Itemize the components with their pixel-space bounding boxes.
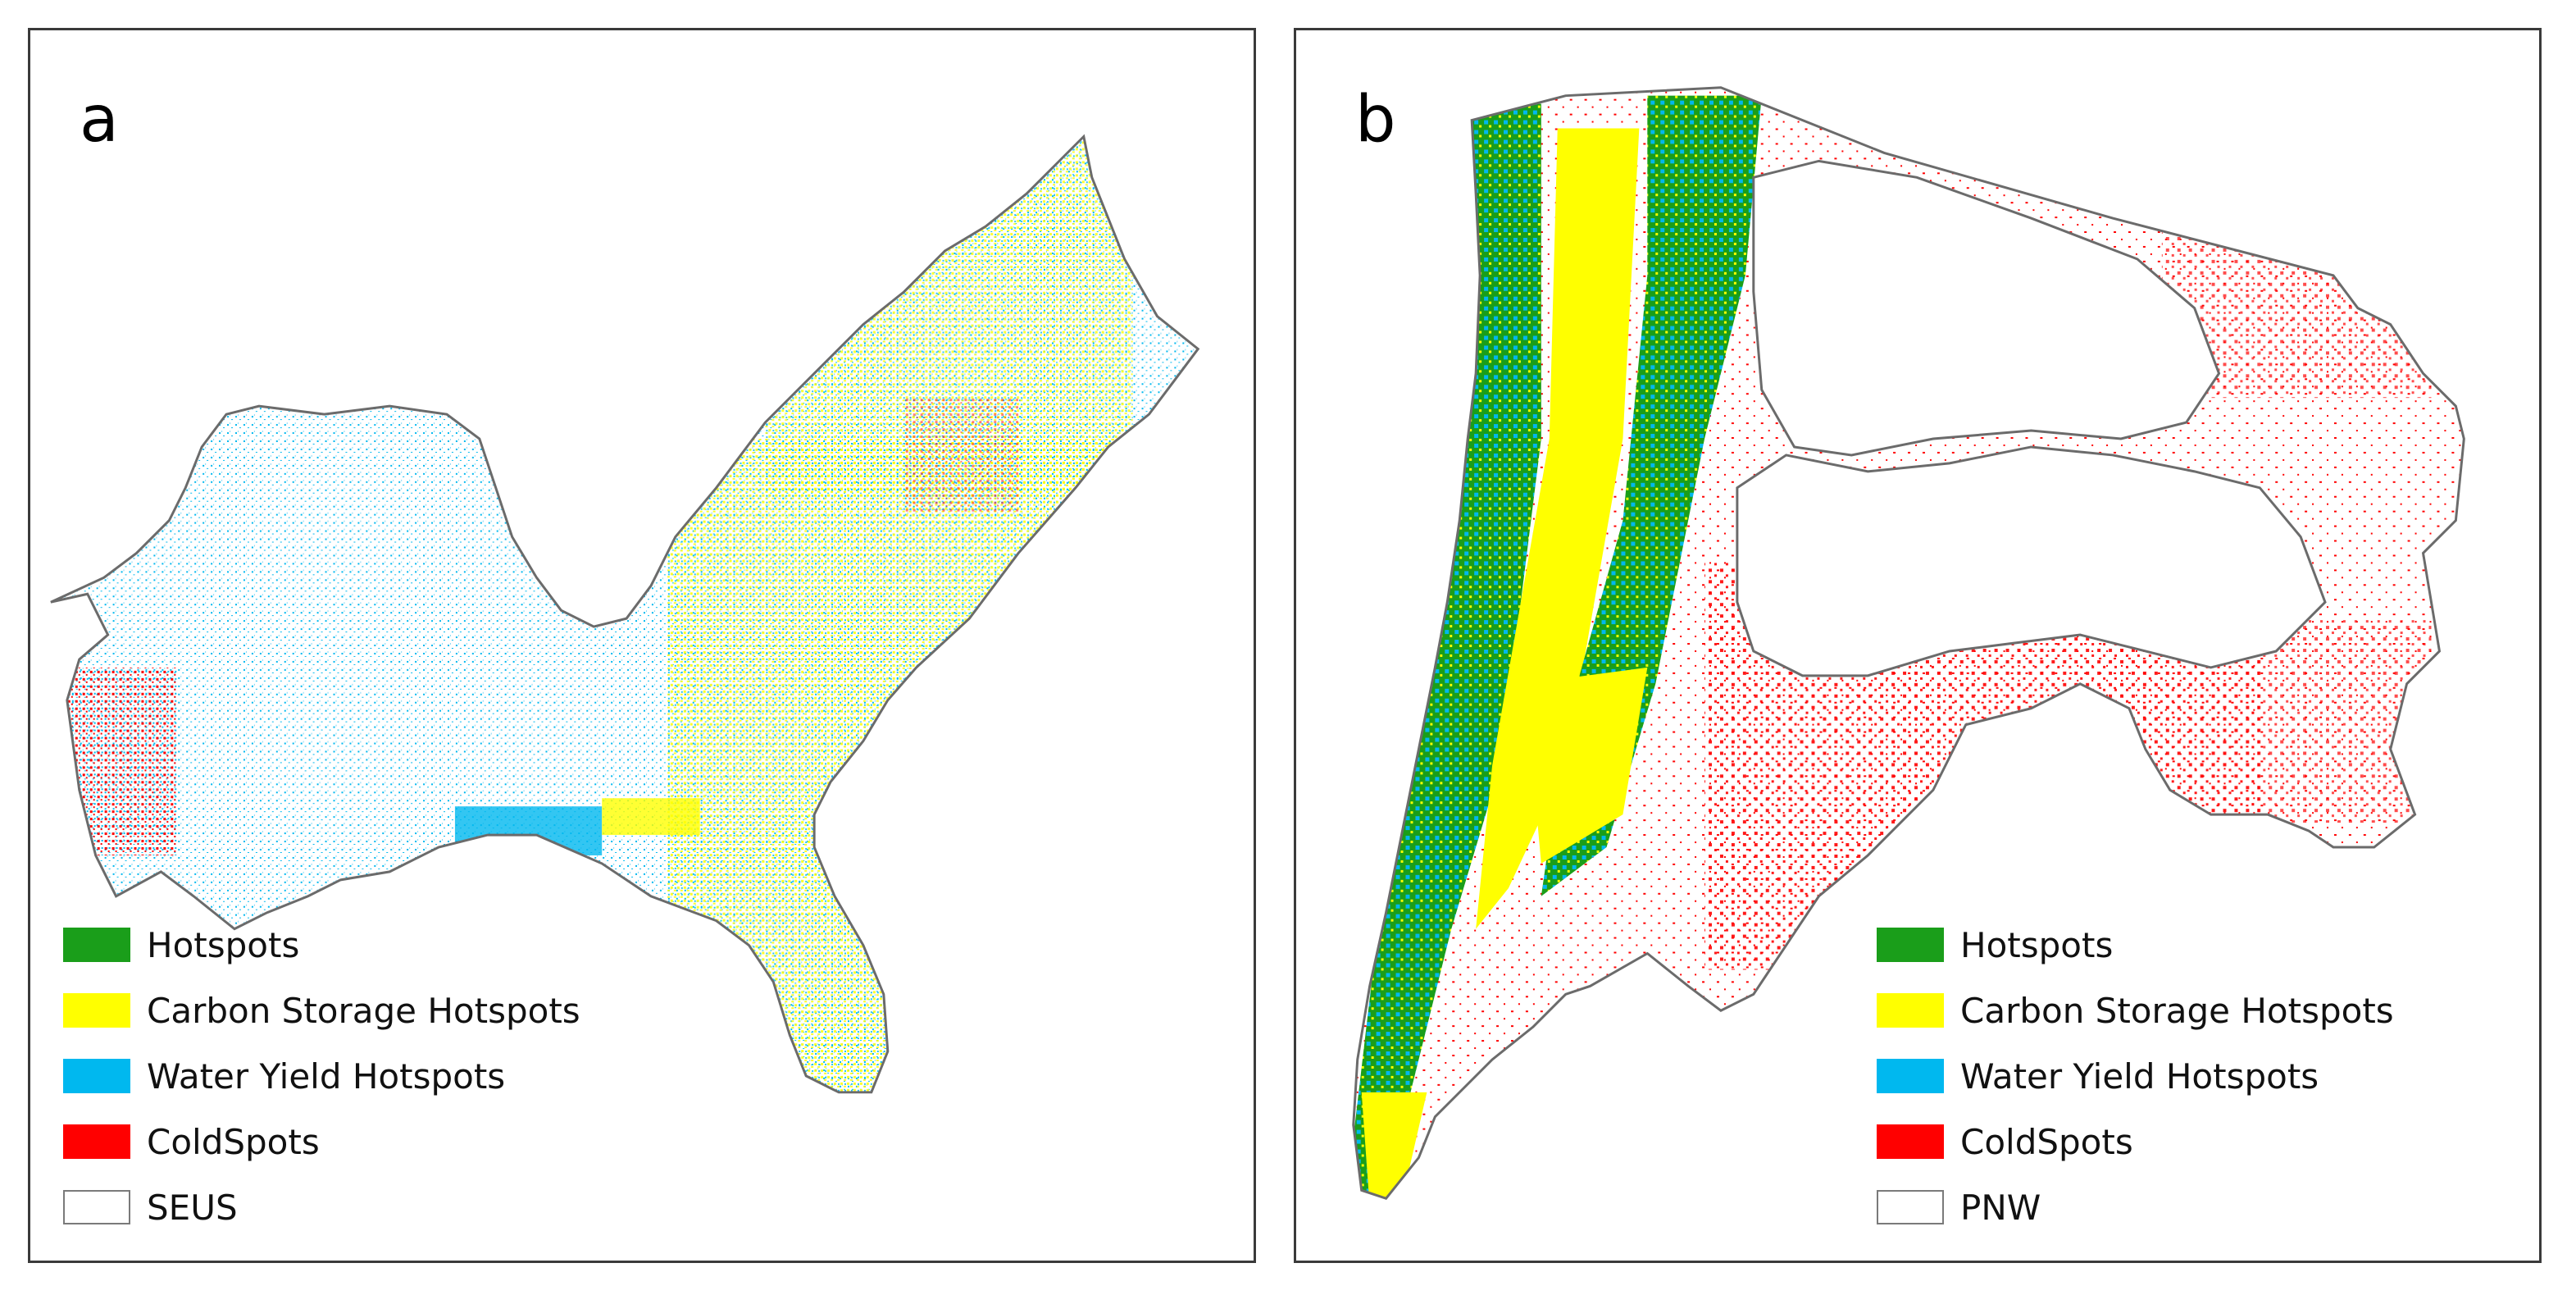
map-panel-a: a Hotspots Carbon Storage Hotspots Water… bbox=[28, 28, 1256, 1263]
region-swatch bbox=[1877, 1190, 1944, 1224]
legend-label: Carbon Storage Hotspots bbox=[1960, 990, 2394, 1031]
legend-label: Hotspots bbox=[147, 924, 300, 965]
legend-item-carbon: Carbon Storage Hotspots bbox=[1877, 986, 2394, 1035]
legend-label: Hotspots bbox=[1960, 924, 2114, 965]
legend-b: Hotspots Carbon Storage Hotspots Water Y… bbox=[1877, 920, 2394, 1248]
water-swatch bbox=[63, 1059, 130, 1093]
water-swatch bbox=[1877, 1059, 1944, 1093]
legend-label: Water Yield Hotspots bbox=[1960, 1056, 2319, 1097]
legend-item-hotspots: Hotspots bbox=[1877, 920, 2394, 969]
legend-item-water: Water Yield Hotspots bbox=[63, 1051, 580, 1101]
seus-map bbox=[50, 134, 1200, 1094]
carbon-swatch bbox=[63, 993, 130, 1028]
legend-label: ColdSpots bbox=[1960, 1121, 2133, 1162]
legend-item-carbon: Carbon Storage Hotspots bbox=[63, 986, 580, 1035]
legend-item-water: Water Yield Hotspots bbox=[1877, 1051, 2394, 1101]
coldspots-swatch bbox=[63, 1124, 130, 1159]
legend-item-region: SEUS bbox=[63, 1183, 580, 1232]
region-swatch bbox=[63, 1190, 130, 1224]
pnw-boundary bbox=[1352, 86, 2465, 1201]
legend-item-hotspots: Hotspots bbox=[63, 920, 580, 969]
legend-a: Hotspots Carbon Storage Hotspots Water Y… bbox=[63, 920, 580, 1248]
legend-label: Water Yield Hotspots bbox=[147, 1056, 506, 1097]
hotspots-swatch bbox=[1877, 928, 1944, 962]
legend-label: ColdSpots bbox=[147, 1121, 320, 1162]
panel-label-b: b bbox=[1355, 83, 1396, 157]
legend-item-coldspots: ColdSpots bbox=[63, 1117, 580, 1166]
coldspots-swatch bbox=[1877, 1124, 1944, 1159]
hotspots-swatch bbox=[63, 928, 130, 962]
map-panel-b: b Hotspots Carbon Storage Hotspots Water… bbox=[1294, 28, 2542, 1263]
legend-label: Carbon Storage Hotspots bbox=[147, 990, 580, 1031]
carbon-swatch bbox=[1877, 993, 1944, 1028]
panel-label-a: a bbox=[80, 83, 119, 157]
legend-label: SEUS bbox=[147, 1187, 238, 1228]
pnw-inner-boundary bbox=[1752, 159, 2221, 457]
seus-boundary bbox=[50, 134, 1200, 1094]
pnw-map bbox=[1352, 86, 2465, 1201]
legend-label: PNW bbox=[1960, 1187, 2041, 1228]
legend-item-region: PNW bbox=[1877, 1183, 2394, 1232]
pnw-inner-boundary bbox=[1736, 445, 2327, 677]
legend-item-coldspots: ColdSpots bbox=[1877, 1117, 2394, 1166]
